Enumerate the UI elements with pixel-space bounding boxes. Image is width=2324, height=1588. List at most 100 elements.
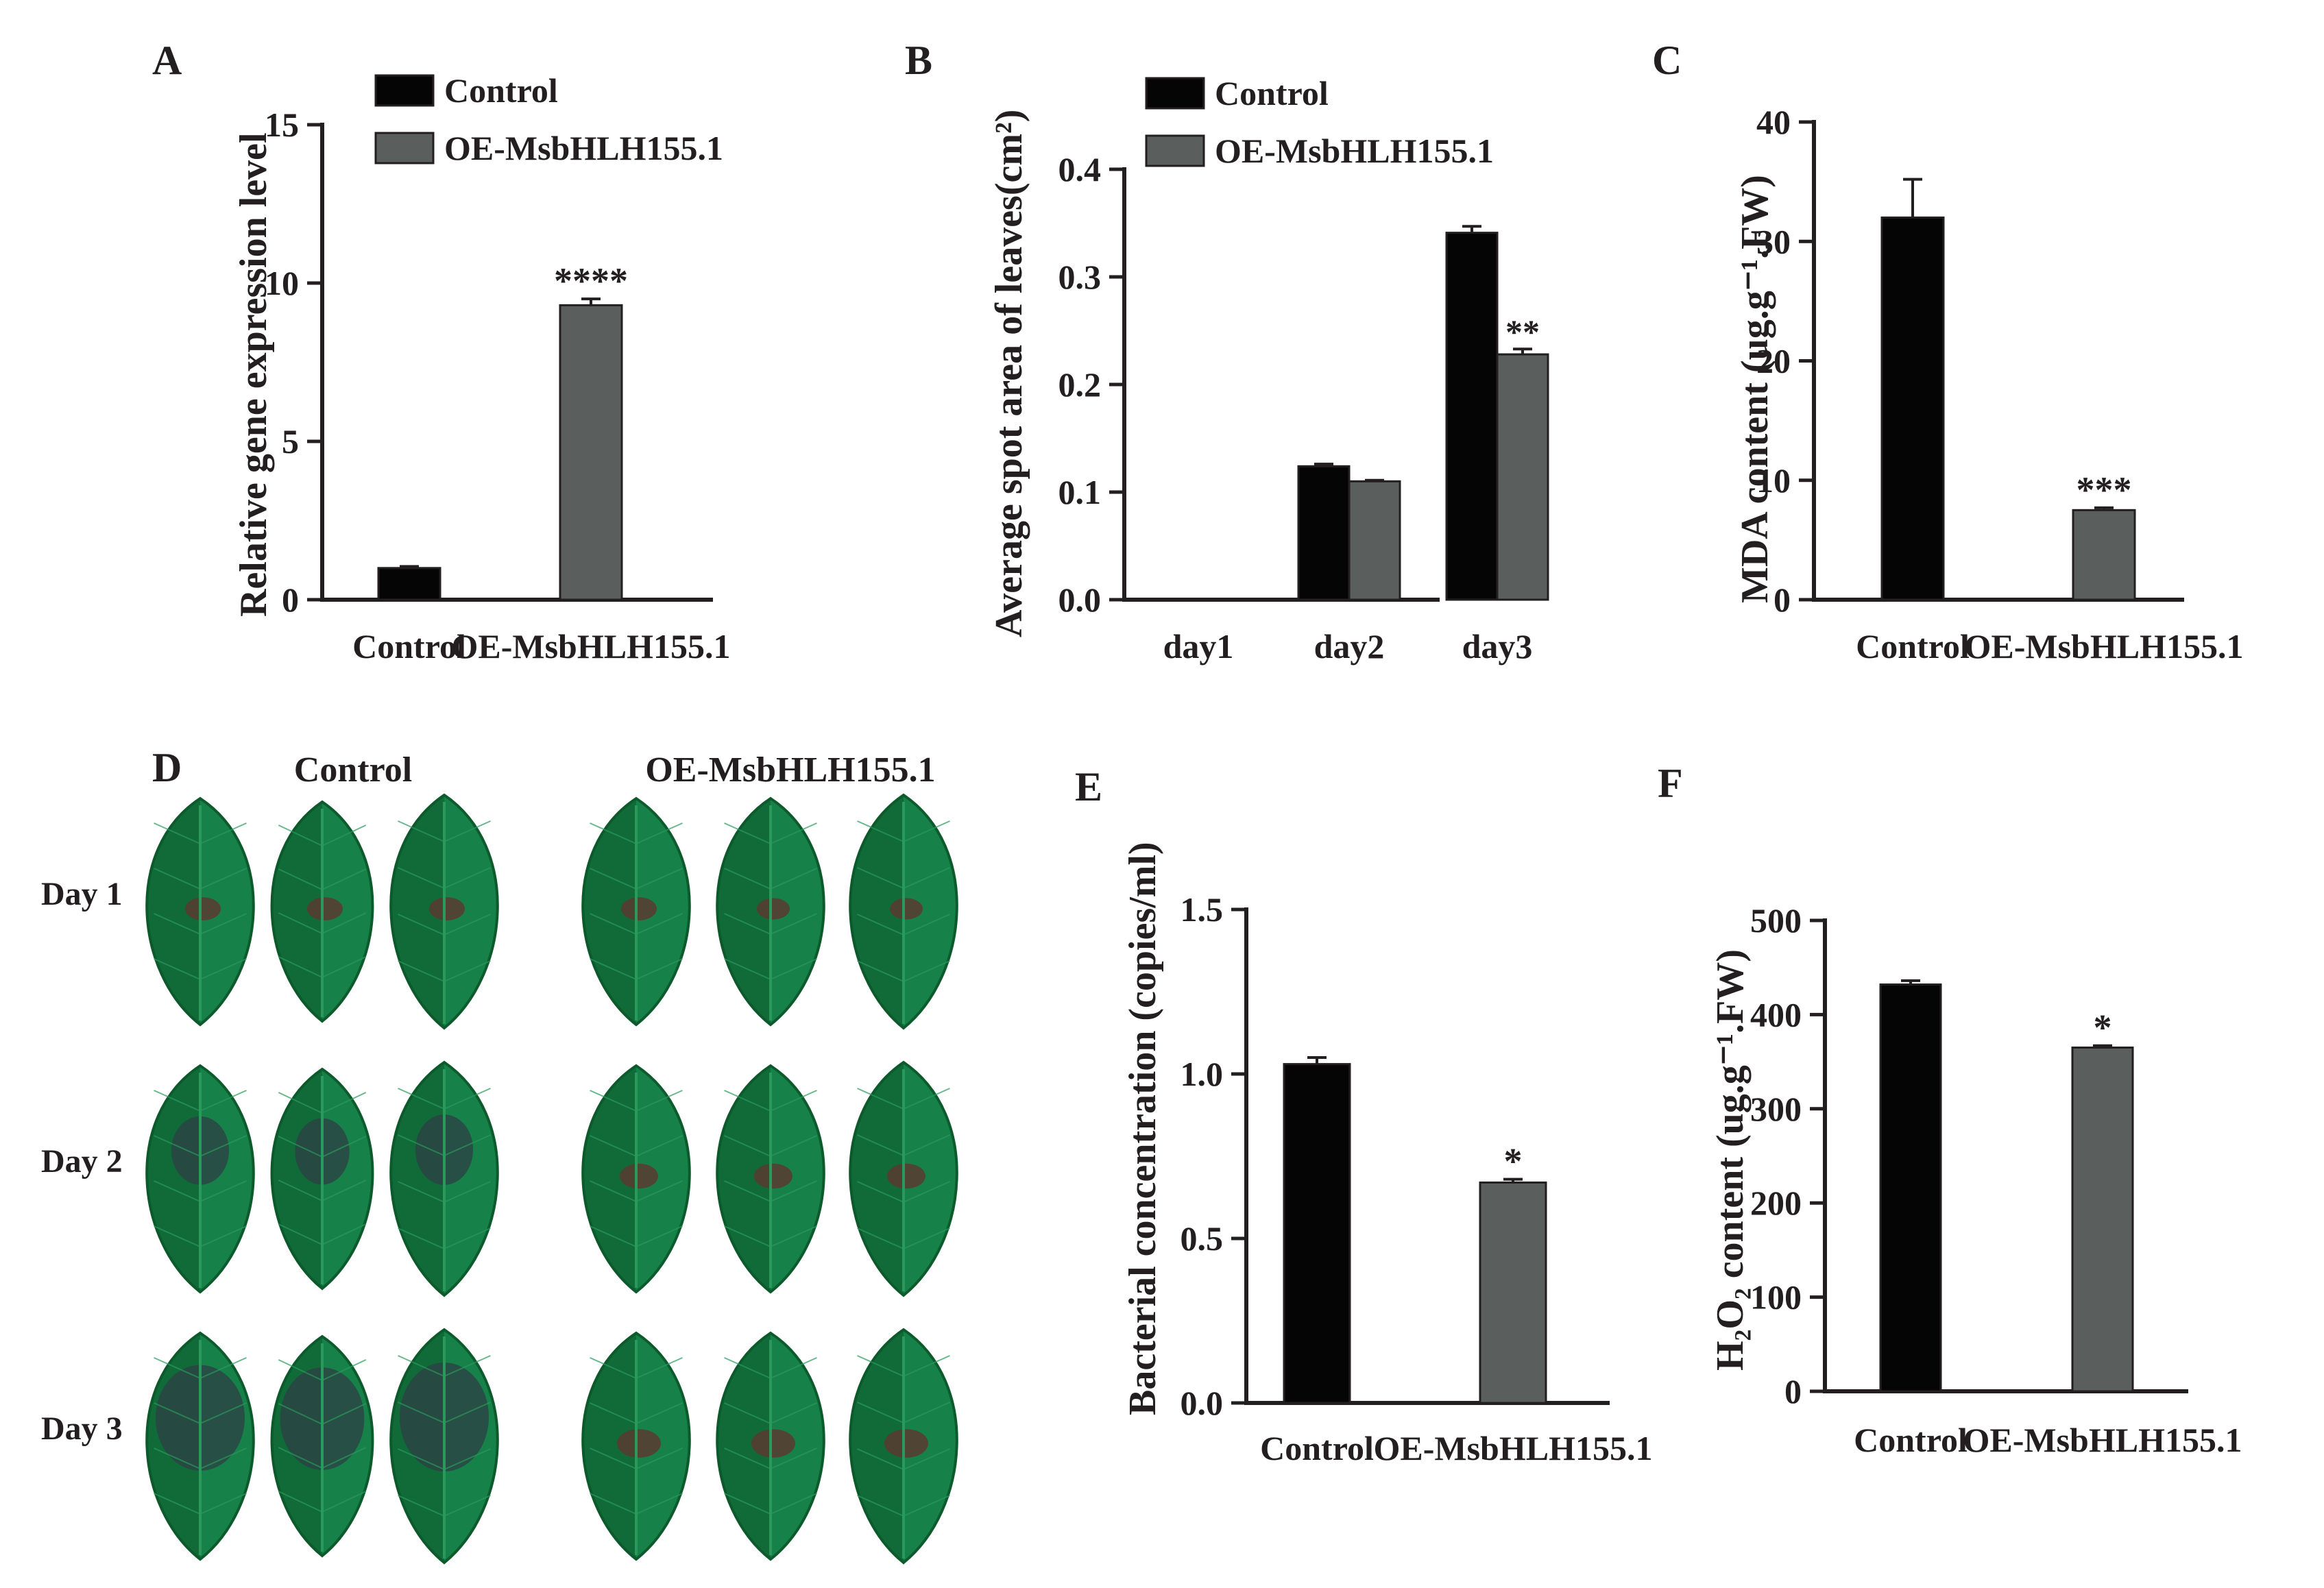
y-tick-label: 1.5 (1181, 890, 1224, 929)
leaf-vein (444, 820, 491, 842)
leaf-vein (770, 1357, 817, 1379)
leaf-vein (278, 1403, 323, 1425)
leaf-vein (636, 1090, 683, 1112)
leaf-vein (154, 1493, 201, 1515)
leaf-vein (770, 1402, 817, 1424)
leaf-vein (322, 824, 367, 846)
leaf-vein (770, 822, 817, 844)
leaf-vein (636, 958, 683, 980)
leaf-vein (857, 867, 904, 889)
leaf-vein (590, 1357, 637, 1379)
leaf-shading (717, 798, 771, 1025)
leaf-vein (724, 913, 771, 935)
bar-oe (2072, 509, 2136, 601)
leaf-photo (389, 793, 499, 1030)
leaf-vein (903, 960, 950, 982)
leaf-vein (322, 956, 367, 978)
leaf-vein (199, 1180, 247, 1202)
leaf-vein (322, 1403, 367, 1425)
leaf-vein (444, 1355, 491, 1377)
leaf-vein (770, 913, 817, 935)
lesion (185, 897, 221, 920)
significance-mark: * (1504, 1141, 1523, 1182)
significance-mark: **** (554, 260, 628, 302)
x-tick-label: day3 (1462, 627, 1533, 665)
leaf-vein (444, 1227, 491, 1249)
leaf-vein (154, 1180, 201, 1202)
leaf-photo (581, 1064, 691, 1294)
leaf-vein (322, 912, 367, 934)
leaf-vein (724, 1180, 771, 1202)
column-header-control: Control (294, 750, 412, 790)
leaf-vein (636, 1447, 683, 1469)
leaf-vein (199, 913, 247, 935)
y-tick-label: 10 (1756, 461, 1791, 500)
leaf-vein (724, 1402, 771, 1424)
leaf-vein (590, 1493, 637, 1515)
leaf-shading (391, 795, 444, 1028)
leaf-vein (590, 958, 637, 980)
lesion (887, 1163, 925, 1189)
bar-control (1445, 232, 1499, 601)
panel-label-a: A (152, 38, 182, 83)
leaf-vein (278, 912, 323, 934)
leaf-vein (903, 820, 950, 842)
leaf-vein (154, 868, 201, 890)
leaf-vein (770, 1135, 817, 1157)
leaf-vein (398, 867, 445, 889)
leaf-photo (581, 1331, 691, 1561)
panel-label-f: F (1658, 761, 1683, 806)
lesion (429, 897, 465, 920)
y-tick-label: 100 (1750, 1278, 1802, 1317)
leaf-vein (590, 1180, 637, 1202)
leaf-vein (199, 1402, 247, 1424)
leaf-vein (857, 1448, 904, 1470)
y-tick-label: 20 (1756, 342, 1791, 380)
leaf-vein (322, 1180, 367, 1201)
leaf-shading (271, 802, 322, 1021)
leaf-vein (444, 1448, 491, 1470)
leaf-vein (636, 1135, 683, 1157)
y-tick-label: 40 (1756, 103, 1791, 141)
y-tick-label: 0.0 (1181, 1384, 1224, 1422)
leaf-vein (199, 1447, 247, 1469)
leaf-photo (849, 1328, 958, 1565)
leaf-vein (154, 822, 201, 844)
leaf-vein (199, 1135, 247, 1157)
leaf-vein (636, 913, 683, 935)
leaf-vein (636, 868, 683, 890)
leaf-shading (850, 1062, 904, 1295)
leaf-vein (398, 1448, 445, 1470)
leaf-photo (716, 1331, 825, 1561)
leaf-vein (322, 1491, 367, 1513)
bar-oe (1348, 480, 1401, 601)
y-tick-label: 0.5 (1181, 1219, 1224, 1258)
leaf-photo (145, 1331, 255, 1561)
leaf-vein (857, 1495, 904, 1517)
y-tick-label: 15 (265, 106, 299, 144)
lesion (617, 1429, 661, 1458)
leaf-photo (270, 1334, 374, 1558)
leaf-photo (145, 796, 255, 1027)
leaf-vein (903, 1448, 950, 1470)
lesion (884, 1429, 928, 1458)
y-tick-label: 1.0 (1181, 1055, 1224, 1093)
y-tick-label: 10 (265, 264, 299, 302)
leaf-vein (590, 1090, 637, 1112)
leaf-vein (636, 822, 683, 844)
legend-label-control: Control (1215, 74, 1329, 112)
leaf-vein (278, 1180, 323, 1201)
leaf-vein (590, 913, 637, 935)
leaf-vein (590, 1225, 637, 1247)
leaf-vein (199, 1225, 247, 1247)
leaf-vein (590, 1447, 637, 1469)
bar-oe (2071, 1046, 2134, 1393)
y-tick-label: 500 (1750, 901, 1802, 940)
leaf-photo (849, 793, 958, 1030)
leaf-photo (270, 1067, 374, 1291)
leaf-vein (154, 958, 201, 980)
y-tick-label: 30 (1756, 222, 1791, 260)
leaf-vein (444, 914, 491, 936)
leaf-vein (903, 1181, 950, 1203)
leaf-vein (770, 868, 817, 890)
